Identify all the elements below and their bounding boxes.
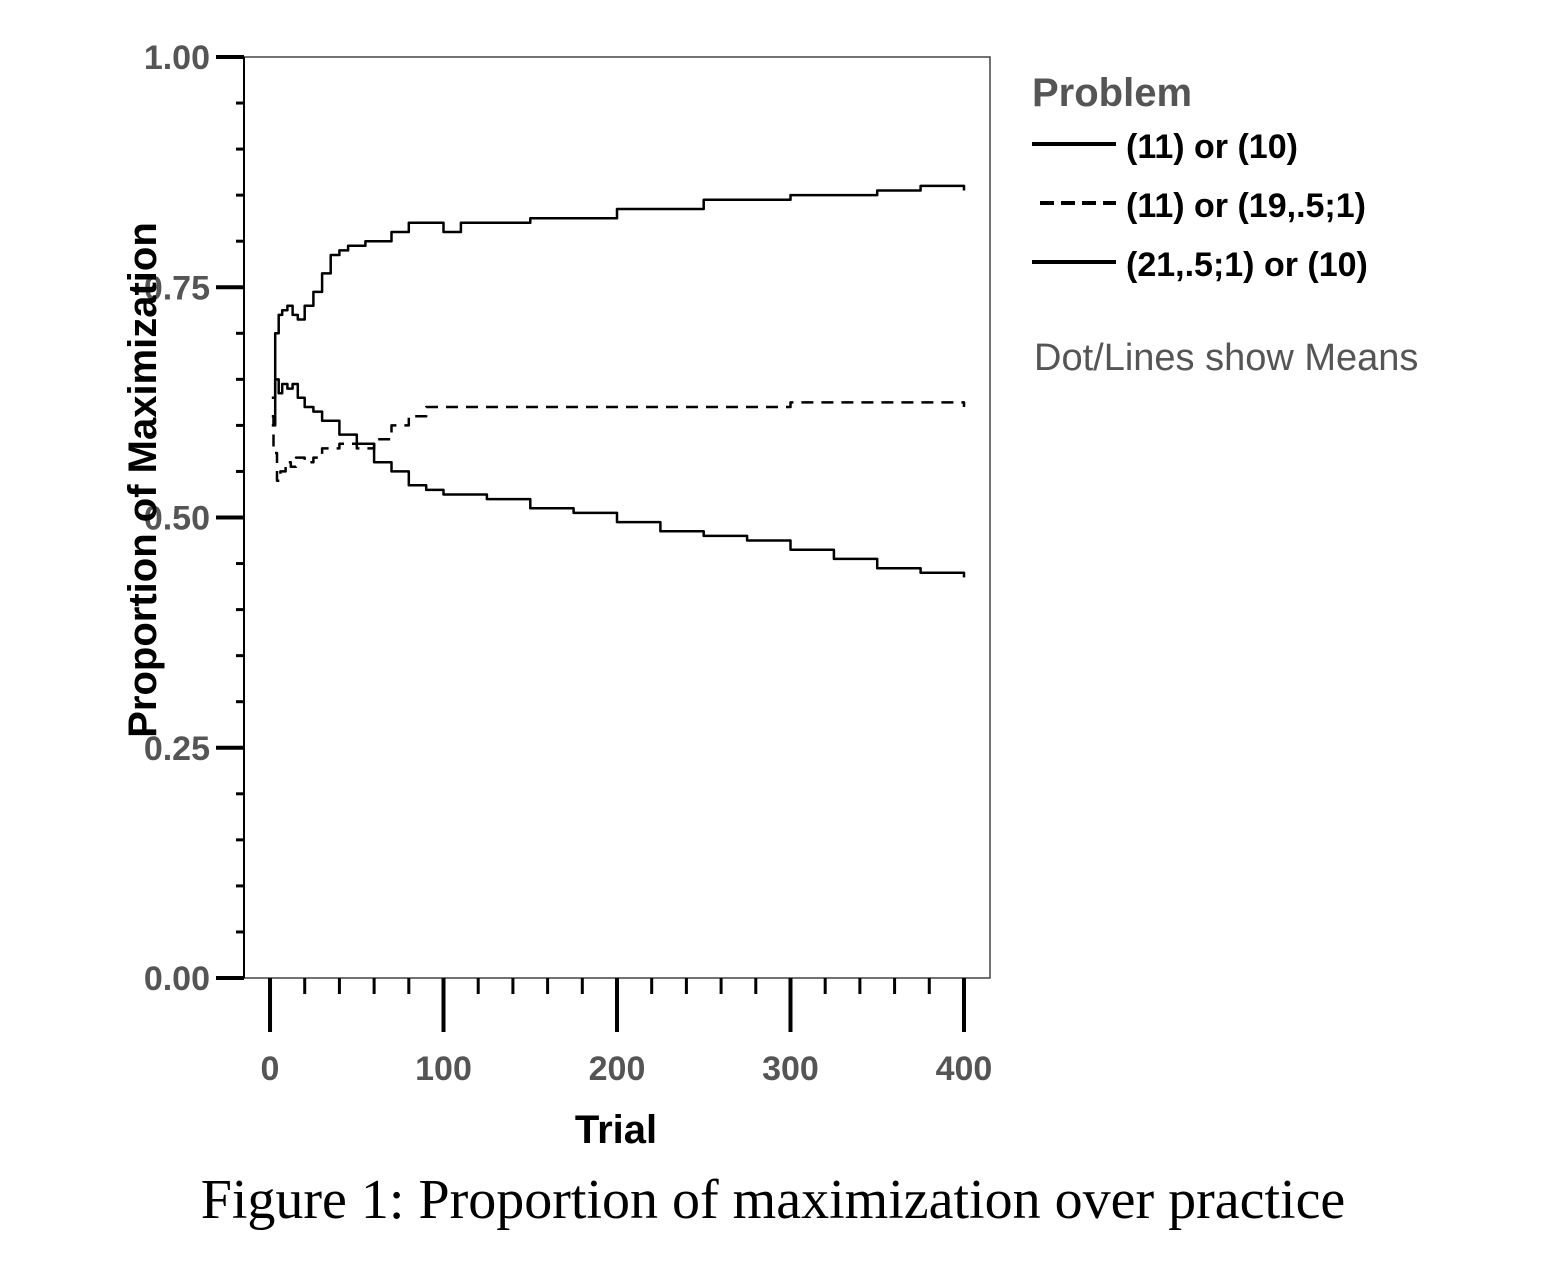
legend-items: (11) or (10) (11) or (19,.5;1) (21,.5;1) o… bbox=[1032, 128, 1368, 284]
legend-label-3: (21,.5;1) or (10) bbox=[1126, 246, 1368, 284]
legend: Problem (11) or (10) (11) or (19,.5;1) (21… bbox=[1032, 71, 1418, 379]
y-tick-label: 0.50 bbox=[144, 500, 210, 538]
x-tick-label: 100 bbox=[415, 1050, 472, 1088]
y-tick-label: 0.75 bbox=[144, 269, 210, 307]
legend-label-2: (11) or (19,.5;1) bbox=[1126, 187, 1366, 225]
legend-title: Problem bbox=[1032, 71, 1192, 115]
x-tick-label: 200 bbox=[589, 1050, 646, 1088]
series-line-1 bbox=[271, 184, 966, 400]
x-tick-label: 300 bbox=[762, 1050, 819, 1088]
x-tick-label: 0 bbox=[261, 1050, 280, 1088]
y-tick-label: 0.25 bbox=[144, 730, 210, 768]
series-line-3 bbox=[271, 378, 966, 578]
legend-note: Dot/Lines show Means bbox=[1034, 337, 1418, 379]
y-axis-ticks: 0.00 0.25 0.50 0.75 1.00 bbox=[144, 39, 244, 998]
x-axis-ticks: 0 100 200 300 400 bbox=[261, 978, 993, 1088]
series-line-2 bbox=[271, 401, 966, 482]
series-lines bbox=[271, 184, 966, 578]
x-axis-title: Trial bbox=[575, 1108, 657, 1152]
y-tick-label: 1.00 bbox=[144, 39, 210, 77]
y-axis-title: Proportion of Maximization bbox=[121, 222, 165, 738]
y-tick-label: 0.00 bbox=[144, 960, 210, 998]
legend-label-1: (11) or (10) bbox=[1126, 128, 1298, 166]
figure-caption: Figure 1: Proportion of maximization ove… bbox=[200, 1169, 1346, 1231]
x-tick-label: 400 bbox=[936, 1050, 993, 1088]
